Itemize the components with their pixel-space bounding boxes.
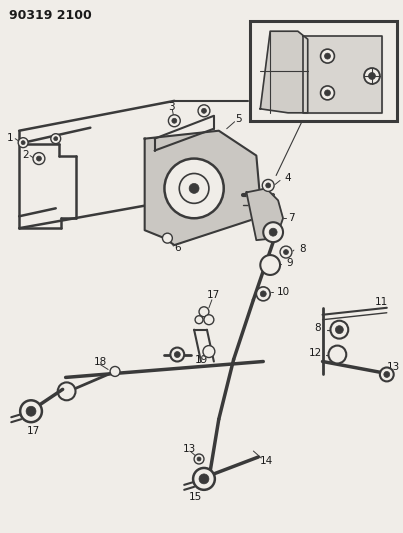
Polygon shape xyxy=(260,31,308,113)
Circle shape xyxy=(380,367,394,382)
Circle shape xyxy=(384,372,390,377)
Circle shape xyxy=(198,105,210,117)
Circle shape xyxy=(320,49,334,63)
Circle shape xyxy=(284,249,289,255)
Text: 9: 9 xyxy=(287,258,293,268)
Text: 18: 18 xyxy=(93,357,107,367)
Circle shape xyxy=(199,474,209,484)
Text: 8: 8 xyxy=(299,244,306,254)
Text: 4: 4 xyxy=(384,58,391,68)
Circle shape xyxy=(110,367,120,376)
Text: 15: 15 xyxy=(189,492,202,502)
Circle shape xyxy=(189,183,199,193)
Circle shape xyxy=(179,173,209,203)
Circle shape xyxy=(26,406,36,416)
Polygon shape xyxy=(247,188,283,240)
Circle shape xyxy=(20,400,42,422)
Text: 14: 14 xyxy=(260,456,273,466)
Text: 8: 8 xyxy=(314,322,321,333)
Circle shape xyxy=(58,382,75,400)
Text: 5: 5 xyxy=(235,114,242,124)
Polygon shape xyxy=(145,131,260,245)
Circle shape xyxy=(260,291,266,297)
Circle shape xyxy=(364,68,380,84)
Text: 2: 2 xyxy=(22,150,29,159)
Circle shape xyxy=(260,255,280,275)
Circle shape xyxy=(174,352,180,358)
Circle shape xyxy=(204,315,214,325)
Text: 19: 19 xyxy=(194,354,208,365)
Circle shape xyxy=(256,287,270,301)
Circle shape xyxy=(172,118,177,123)
Circle shape xyxy=(36,156,42,161)
Circle shape xyxy=(330,321,348,338)
Circle shape xyxy=(33,152,45,165)
Text: 90319 2100: 90319 2100 xyxy=(9,9,92,22)
Circle shape xyxy=(193,468,215,490)
Text: 17: 17 xyxy=(207,290,220,300)
Circle shape xyxy=(18,138,28,148)
Circle shape xyxy=(199,307,209,317)
Circle shape xyxy=(170,348,184,361)
Circle shape xyxy=(280,246,292,258)
Circle shape xyxy=(194,454,204,464)
Circle shape xyxy=(328,345,346,364)
Circle shape xyxy=(197,457,201,461)
Circle shape xyxy=(263,222,283,242)
Text: 10: 10 xyxy=(276,287,290,297)
Circle shape xyxy=(262,180,274,191)
Circle shape xyxy=(162,233,172,243)
Text: 13: 13 xyxy=(183,444,196,454)
Circle shape xyxy=(320,86,334,100)
Text: 16: 16 xyxy=(313,26,326,36)
Text: 6: 6 xyxy=(174,243,181,253)
Text: 13: 13 xyxy=(387,362,400,373)
Bar xyxy=(250,21,397,121)
Text: 7: 7 xyxy=(288,213,294,223)
Text: 17: 17 xyxy=(26,426,39,436)
Circle shape xyxy=(21,141,25,144)
Text: 12: 12 xyxy=(309,348,322,358)
Circle shape xyxy=(202,108,206,114)
Circle shape xyxy=(368,72,376,79)
Circle shape xyxy=(324,90,330,96)
Circle shape xyxy=(266,183,271,188)
Circle shape xyxy=(164,158,224,218)
Circle shape xyxy=(168,115,180,127)
Circle shape xyxy=(269,228,277,236)
Circle shape xyxy=(195,316,203,324)
Polygon shape xyxy=(303,36,382,113)
Text: 4: 4 xyxy=(285,173,291,183)
Text: 11: 11 xyxy=(375,297,388,307)
Circle shape xyxy=(324,53,330,59)
Circle shape xyxy=(54,136,58,141)
Circle shape xyxy=(335,326,343,334)
Circle shape xyxy=(203,345,215,358)
Circle shape xyxy=(51,134,61,144)
Text: 1: 1 xyxy=(7,133,14,143)
Text: 3: 3 xyxy=(168,102,174,112)
